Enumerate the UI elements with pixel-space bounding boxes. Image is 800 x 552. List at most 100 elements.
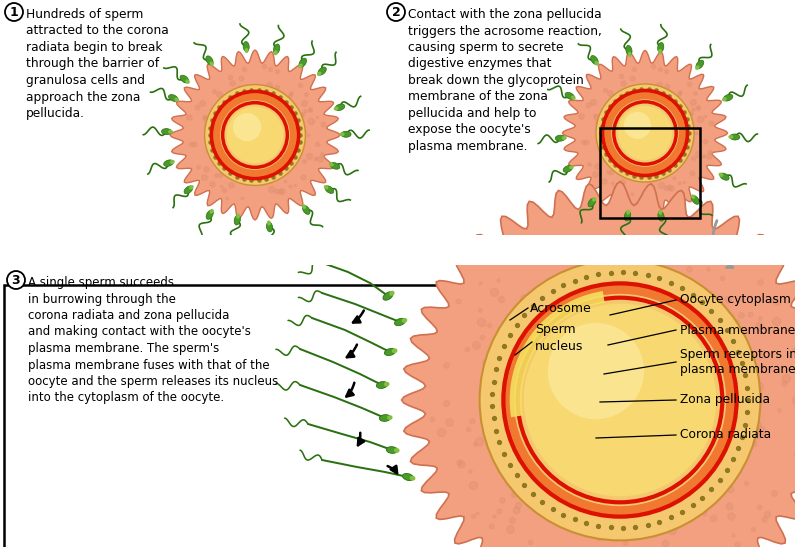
Ellipse shape <box>592 197 597 201</box>
Ellipse shape <box>402 474 414 481</box>
Ellipse shape <box>571 95 576 100</box>
Ellipse shape <box>718 173 723 177</box>
Ellipse shape <box>339 132 345 136</box>
Ellipse shape <box>569 165 574 169</box>
Circle shape <box>205 84 306 185</box>
Ellipse shape <box>394 448 399 453</box>
Ellipse shape <box>334 107 338 110</box>
Ellipse shape <box>379 415 390 421</box>
Ellipse shape <box>325 186 334 193</box>
Ellipse shape <box>174 98 179 102</box>
Bar <box>600 128 700 218</box>
Circle shape <box>226 107 283 163</box>
Ellipse shape <box>302 204 306 209</box>
Ellipse shape <box>335 104 345 110</box>
Circle shape <box>596 84 694 182</box>
Ellipse shape <box>392 348 398 353</box>
Ellipse shape <box>169 94 178 102</box>
Text: Hundreds of sperm
attracted to the corona
radiata begin to break
through the bar: Hundreds of sperm attracted to the coron… <box>26 8 169 120</box>
Ellipse shape <box>245 48 249 53</box>
Ellipse shape <box>299 58 306 67</box>
Ellipse shape <box>189 185 194 189</box>
Ellipse shape <box>624 211 630 221</box>
Bar <box>0 547 800 552</box>
Ellipse shape <box>695 65 699 70</box>
Circle shape <box>618 106 672 160</box>
Ellipse shape <box>243 41 250 51</box>
Ellipse shape <box>720 173 729 181</box>
Ellipse shape <box>626 45 632 55</box>
Ellipse shape <box>402 318 407 323</box>
Text: A single sperm succeeds
in burrowing through the
corona radiata and zona pelluci: A single sperm succeeds in burrowing thr… <box>28 276 278 405</box>
Ellipse shape <box>555 135 566 141</box>
Ellipse shape <box>410 476 415 481</box>
Ellipse shape <box>658 49 662 54</box>
Polygon shape <box>170 50 340 220</box>
Ellipse shape <box>206 56 213 65</box>
Ellipse shape <box>628 52 632 57</box>
Ellipse shape <box>384 382 390 386</box>
Ellipse shape <box>387 415 393 420</box>
Ellipse shape <box>184 186 193 194</box>
Text: Acrosome: Acrosome <box>530 301 592 315</box>
Ellipse shape <box>590 56 598 65</box>
Ellipse shape <box>324 185 329 189</box>
Ellipse shape <box>180 75 189 83</box>
Ellipse shape <box>386 447 398 453</box>
Ellipse shape <box>696 60 704 69</box>
Ellipse shape <box>394 319 406 326</box>
Ellipse shape <box>206 210 214 219</box>
Ellipse shape <box>383 292 393 300</box>
Ellipse shape <box>562 136 566 140</box>
Ellipse shape <box>691 194 695 199</box>
Ellipse shape <box>164 160 174 166</box>
Ellipse shape <box>234 215 240 225</box>
Text: Zona pellucida: Zona pellucida <box>680 394 770 406</box>
Polygon shape <box>510 291 605 417</box>
Text: Sperm receptors in
plasma membrane: Sperm receptors in plasma membrane <box>680 348 797 376</box>
Circle shape <box>7 271 25 289</box>
Ellipse shape <box>722 97 727 102</box>
Bar <box>4 285 796 549</box>
Ellipse shape <box>626 210 630 215</box>
Ellipse shape <box>168 130 173 134</box>
Ellipse shape <box>691 195 699 204</box>
Ellipse shape <box>274 50 278 55</box>
Ellipse shape <box>329 162 334 167</box>
Ellipse shape <box>565 92 574 99</box>
Text: Contact with the zona pellucida
triggers the acrosome reaction,
causing sperm to: Contact with the zona pellucida triggers… <box>408 8 602 153</box>
Text: 2: 2 <box>392 6 400 19</box>
Ellipse shape <box>341 131 351 137</box>
Ellipse shape <box>728 135 734 139</box>
Ellipse shape <box>563 166 573 172</box>
Text: 3: 3 <box>12 273 20 286</box>
Bar <box>795 0 800 552</box>
Circle shape <box>233 113 262 141</box>
Circle shape <box>624 112 651 139</box>
Text: Oocyte cytoplasm: Oocyte cytoplasm <box>680 294 791 306</box>
Polygon shape <box>562 50 728 216</box>
Ellipse shape <box>170 160 174 164</box>
Ellipse shape <box>385 348 395 355</box>
Ellipse shape <box>730 134 740 140</box>
Ellipse shape <box>318 67 326 75</box>
Ellipse shape <box>298 63 302 68</box>
Ellipse shape <box>588 198 596 207</box>
Polygon shape <box>402 182 800 552</box>
Bar <box>0 235 800 265</box>
Ellipse shape <box>658 43 664 52</box>
Ellipse shape <box>330 163 340 169</box>
Text: Sperm
nucleus: Sperm nucleus <box>535 323 583 353</box>
Circle shape <box>479 259 760 540</box>
Text: 1: 1 <box>10 6 18 19</box>
Ellipse shape <box>723 94 733 101</box>
Circle shape <box>548 323 644 420</box>
Ellipse shape <box>594 61 599 66</box>
Ellipse shape <box>302 205 310 214</box>
Ellipse shape <box>658 211 664 221</box>
Text: Plasma membrane: Plasma membrane <box>680 323 795 337</box>
Text: Corona radiata: Corona radiata <box>680 428 771 442</box>
Ellipse shape <box>162 129 171 135</box>
Ellipse shape <box>376 381 388 389</box>
Ellipse shape <box>236 214 240 219</box>
